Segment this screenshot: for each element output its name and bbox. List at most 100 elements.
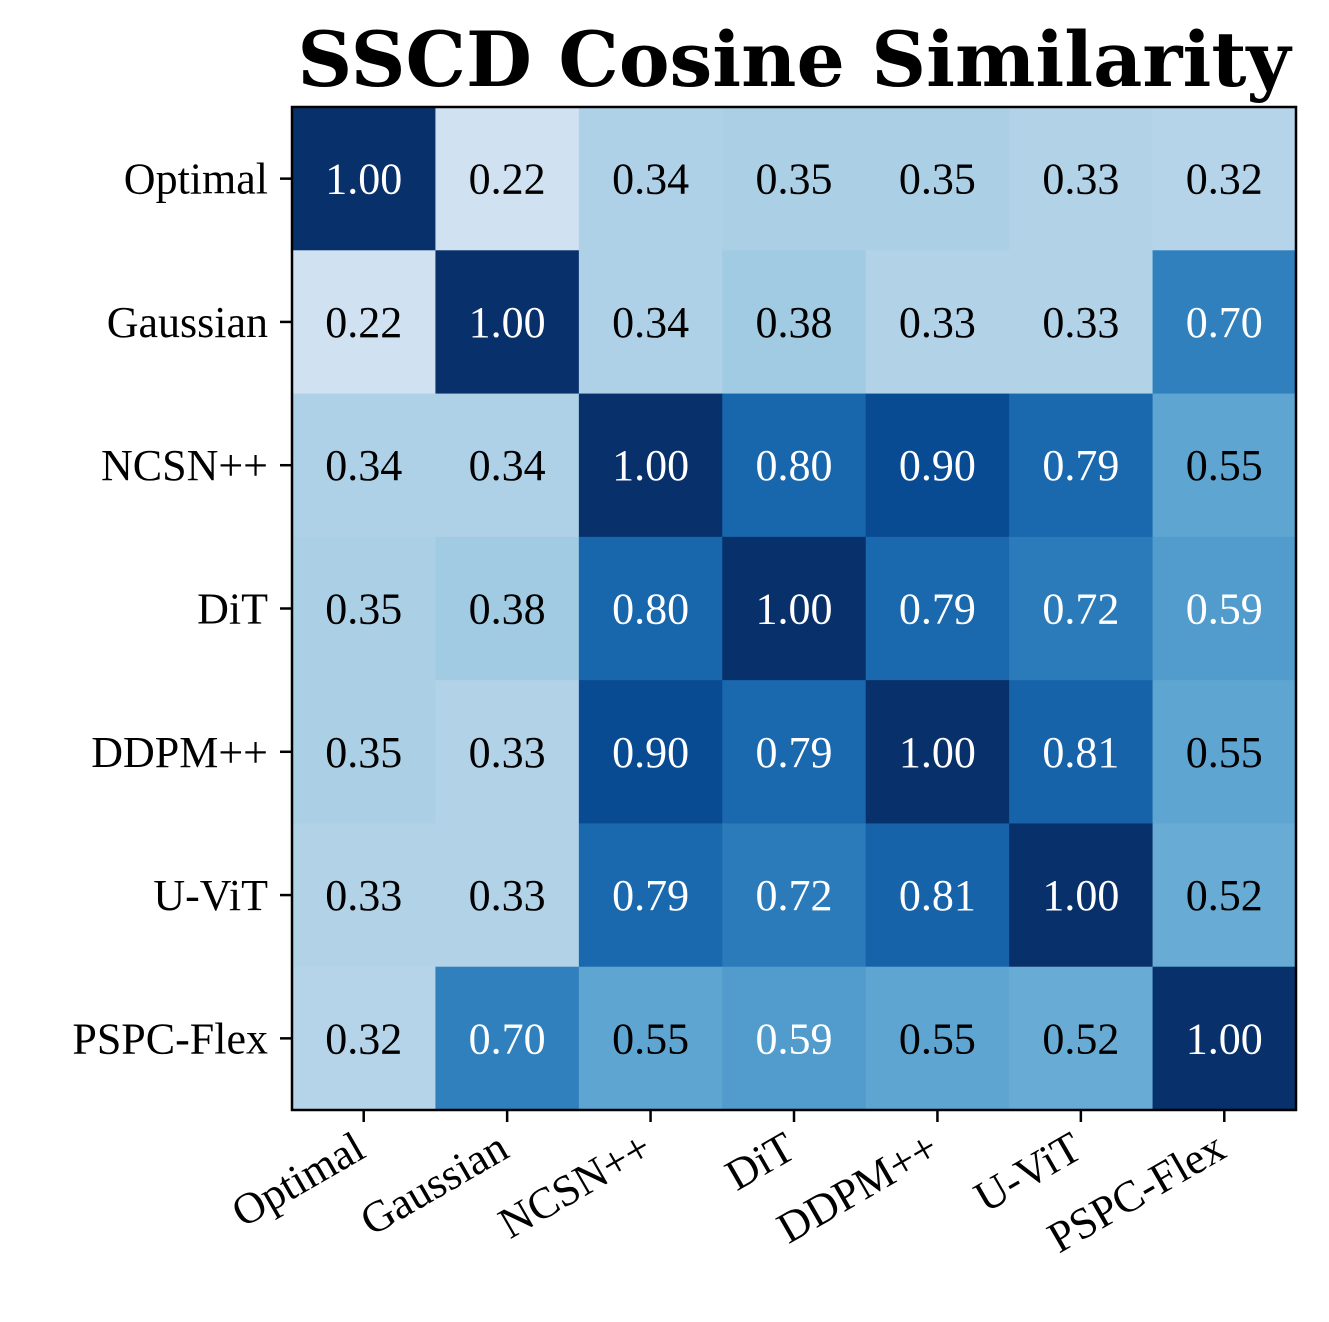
heatmap-cell [1152, 107, 1297, 251]
cell-value-label: 0.80 [612, 585, 689, 634]
heatmap-cell [1009, 250, 1154, 395]
cell-value-label: 0.72 [1042, 585, 1119, 634]
heatmap-cell [722, 107, 867, 251]
cell-value-label: 0.81 [1042, 728, 1119, 777]
heatmap-cell [292, 966, 436, 1111]
cell-value-label: 0.55 [1186, 441, 1263, 490]
y-tick-label: DDPM++ [91, 728, 268, 777]
cell-value-label: 0.72 [756, 871, 833, 920]
y-tick-label: Gaussian [107, 298, 268, 347]
heatmap-cell [1009, 393, 1154, 538]
heatmap-cell [578, 107, 723, 251]
cell-value-label: 0.70 [1186, 298, 1263, 347]
cell-value-label: 0.55 [899, 1014, 976, 1063]
heatmap-cell [578, 536, 723, 681]
cell-value-label: 0.52 [1186, 871, 1263, 920]
cell-value-label: 0.52 [1042, 1014, 1119, 1063]
heatmap-cell [865, 536, 1010, 681]
heatmap-cell [435, 536, 580, 681]
cell-value-label: 0.70 [469, 1014, 546, 1063]
heatmap-cell [435, 680, 580, 824]
x-tick-label: DiT [717, 1122, 803, 1200]
heatmap-cell [292, 680, 436, 824]
cell-value-label: 1.00 [612, 441, 689, 490]
heatmap-cell [1152, 966, 1297, 1111]
heatmap-cell [1009, 966, 1154, 1111]
heatmap-cell [578, 250, 723, 395]
cell-value-label: 0.32 [1186, 155, 1263, 204]
y-tick-label: Optimal [124, 155, 268, 204]
cell-value-label: 0.34 [325, 441, 402, 490]
cell-value-label: 1.00 [469, 298, 546, 347]
x-tick-label: Optimal [223, 1122, 372, 1237]
cell-value-label: 0.34 [612, 298, 689, 347]
cell-value-label: 0.22 [325, 298, 402, 347]
cell-value-label: 0.35 [325, 728, 402, 777]
x-tick-label: NCSN++ [490, 1122, 659, 1248]
cell-value-label: 1.00 [1186, 1014, 1263, 1063]
heatmap-cell [722, 966, 867, 1111]
heatmap-cell [292, 823, 436, 968]
y-tick-label: PSPC-Flex [72, 1014, 268, 1063]
heatmap-cell [435, 107, 580, 251]
cell-value-label: 0.35 [325, 585, 402, 634]
cell-value-label: 0.55 [1186, 728, 1263, 777]
heatmap-cell [865, 966, 1010, 1111]
cell-value-label: 0.33 [469, 728, 546, 777]
heatmap-cell [1152, 250, 1297, 395]
cell-value-label: 0.38 [756, 298, 833, 347]
heatmap-cell [578, 393, 723, 538]
cell-value-label: 0.59 [1186, 585, 1263, 634]
y-tick-label: NCSN++ [101, 441, 268, 490]
x-tick-label: DDPM++ [769, 1122, 947, 1253]
heatmap-cell [1009, 680, 1154, 824]
heatmap-cell [865, 823, 1010, 968]
heatmap-cell [1152, 823, 1297, 968]
cell-value-label: 0.90 [899, 441, 976, 490]
heatmap-cell [1009, 536, 1154, 681]
heatmap-cell [435, 966, 580, 1111]
heatmap-cell [1009, 823, 1154, 968]
heatmap-cell [578, 823, 723, 968]
cell-value-label: 0.81 [899, 871, 976, 920]
heatmap-cell [865, 680, 1010, 824]
cell-value-label: 0.35 [756, 155, 833, 204]
cell-value-label: 0.35 [899, 155, 976, 204]
cell-value-label: 1.00 [899, 728, 976, 777]
heatmap-cell [722, 680, 867, 824]
heatmap-cell [292, 536, 436, 681]
cell-value-label: 0.79 [756, 728, 833, 777]
heatmap-cell [435, 250, 580, 395]
y-tick-label: U-ViT [153, 871, 268, 920]
y-axis: Optimal Gaussian NCSN++ DiT DDPM++ U-ViT PSPC-… [72, 155, 292, 1063]
cell-value-label: 0.32 [325, 1014, 402, 1063]
y-tick-label: DiT [197, 585, 268, 634]
heatmap-cell [722, 823, 867, 968]
heatmap-cell [865, 107, 1010, 251]
cell-value-label: 0.80 [756, 441, 833, 490]
heatmap-cell [435, 823, 580, 968]
chart-title: SSCD Cosine Similarity [297, 15, 1292, 104]
x-tick-label: Gaussian [352, 1122, 516, 1245]
cell-value-label: 0.79 [612, 871, 689, 920]
cell-value-label: 0.33 [469, 871, 546, 920]
cell-value-label: 0.34 [469, 441, 546, 490]
cell-value-label: 1.00 [325, 155, 402, 204]
cell-value-label: 0.34 [612, 155, 689, 204]
heatmap-cell [578, 680, 723, 824]
heatmap-cells [292, 107, 1297, 1111]
cell-value-label: 0.33 [899, 298, 976, 347]
cell-value-label: 0.90 [612, 728, 689, 777]
heatmap-cell [1152, 536, 1297, 681]
cell-value-label: 0.79 [899, 585, 976, 634]
cell-value-label: 0.79 [1042, 441, 1119, 490]
heatmap-cell [722, 250, 867, 395]
heatmap-cell [1152, 680, 1297, 824]
cell-value-label: 0.55 [612, 1014, 689, 1063]
heatmap-cell [292, 393, 436, 538]
cell-value-label: 0.33 [1042, 298, 1119, 347]
cell-value-label: 0.33 [325, 871, 402, 920]
heatmap-cell [578, 966, 723, 1111]
cell-value-label: 0.38 [469, 585, 546, 634]
